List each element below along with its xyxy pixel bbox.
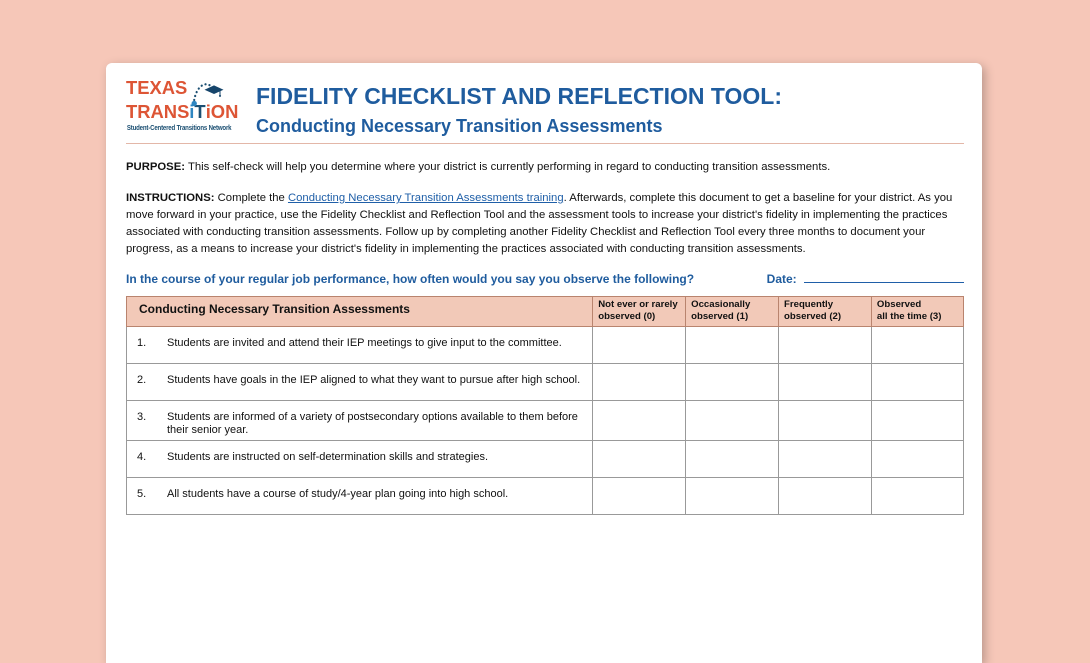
svg-text:Student-Centered Transitions N: Student-Centered Transitions Network — [127, 125, 232, 132]
svg-text:A: A — [151, 101, 164, 122]
svg-text:S: S — [177, 101, 189, 122]
svg-text:TEXAS: TEXAS — [126, 77, 187, 98]
svg-text:O: O — [211, 101, 225, 122]
svg-text:N: N — [164, 101, 177, 122]
svg-text:R: R — [137, 101, 150, 122]
svg-text:T: T — [126, 101, 138, 122]
svg-text:N: N — [225, 101, 238, 122]
